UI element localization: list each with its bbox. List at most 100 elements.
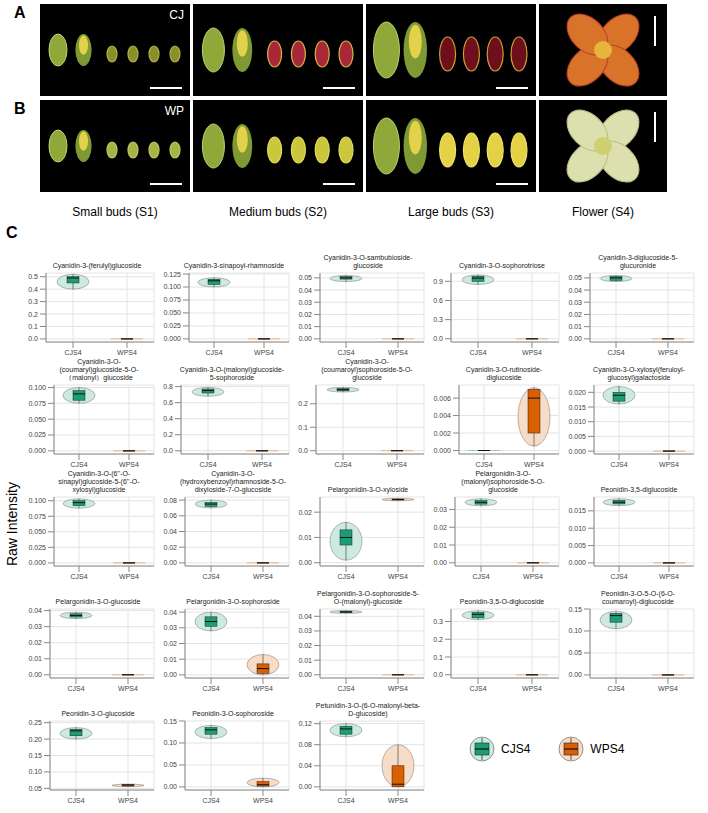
svg-text:0.01: 0.01 (298, 534, 312, 541)
svg-text:0.00: 0.00 (163, 559, 177, 566)
svg-text:0.2: 0.2 (298, 400, 308, 407)
svg-text:0.01: 0.01 (433, 542, 447, 549)
svg-text:Small buds (S1): Small buds (S1) (72, 205, 157, 219)
svg-text:0.00: 0.00 (568, 671, 582, 678)
svg-text:0.3: 0.3 (433, 618, 443, 625)
svg-text:CJS4: CJS4 (337, 797, 354, 804)
svg-text:0.1: 0.1 (433, 654, 443, 661)
svg-text:0.03: 0.03 (163, 624, 177, 631)
svg-text:0.0: 0.0 (433, 671, 443, 678)
svg-text:0.08: 0.08 (298, 741, 312, 748)
svg-text:0.00: 0.00 (298, 335, 312, 342)
svg-text:0.004: 0.004 (433, 412, 451, 419)
svg-text:0.05: 0.05 (163, 761, 177, 768)
svg-text:0.015: 0.015 (568, 507, 586, 514)
svg-text:0.20: 0.20 (28, 736, 42, 743)
svg-text:0.05: 0.05 (28, 785, 42, 792)
svg-text:0.15: 0.15 (568, 606, 582, 612)
svg-text:0.075: 0.075 (163, 296, 181, 303)
svg-text:0.050: 0.050 (28, 528, 46, 535)
svg-text:0.005: 0.005 (568, 433, 586, 440)
svg-text:0.025: 0.025 (28, 431, 46, 438)
svg-text:0.04: 0.04 (28, 607, 42, 614)
svg-text:0.02: 0.02 (28, 639, 42, 646)
svg-text:CJS4: CJS4 (469, 685, 486, 692)
svg-text:0.9: 0.9 (433, 278, 443, 285)
svg-text:CJS4: CJS4 (607, 685, 624, 692)
svg-text:Medium buds (S2): Medium buds (S2) (229, 205, 327, 219)
svg-text:0.015: 0.015 (568, 404, 586, 411)
svg-text:WPS4: WPS4 (388, 349, 408, 356)
svg-text:WPS4: WPS4 (388, 685, 408, 692)
svg-text:0.15: 0.15 (163, 718, 177, 724)
svg-text:0.02: 0.02 (298, 642, 312, 649)
svg-text:CJS4: CJS4 (334, 461, 351, 468)
svg-text:0.00: 0.00 (163, 671, 177, 678)
svg-text:WPS4: WPS4 (119, 573, 139, 580)
svg-text:0.8: 0.8 (163, 383, 173, 390)
svg-text:0.075: 0.075 (28, 513, 46, 520)
svg-text:0.4: 0.4 (163, 415, 173, 422)
svg-text:0.125: 0.125 (163, 271, 181, 278)
svg-text:0.03: 0.03 (28, 623, 42, 630)
svg-text:0.00: 0.00 (298, 559, 312, 566)
svg-text:0.02: 0.02 (433, 524, 447, 531)
svg-text:CJS4: CJS4 (67, 797, 84, 804)
svg-text:0.03: 0.03 (568, 299, 582, 306)
svg-text:CJS4: CJS4 (67, 685, 84, 692)
svg-text:0.000: 0.000 (28, 559, 46, 566)
svg-text:0.0: 0.0 (28, 335, 38, 342)
svg-text:0.0: 0.0 (433, 335, 443, 342)
svg-text:0.05: 0.05 (568, 649, 582, 656)
svg-text:0.12: 0.12 (298, 720, 312, 727)
svg-text:0.0: 0.0 (163, 447, 173, 454)
svg-text:WPS4: WPS4 (387, 461, 407, 468)
svg-text:CJS4: CJS4 (610, 461, 627, 468)
svg-text:0.02: 0.02 (163, 640, 177, 647)
svg-text:0.1: 0.1 (298, 424, 308, 431)
svg-text:0.04: 0.04 (163, 609, 177, 616)
svg-text:0.100: 0.100 (28, 497, 46, 504)
svg-text:0.0: 0.0 (298, 447, 308, 454)
svg-text:CJS4: CJS4 (337, 349, 354, 356)
svg-text:0.02: 0.02 (163, 544, 177, 551)
svg-text:0.02: 0.02 (568, 311, 582, 318)
svg-text:0.04: 0.04 (568, 287, 582, 294)
svg-text:0.2: 0.2 (433, 636, 443, 643)
svg-text:CJS4: CJS4 (337, 573, 354, 580)
svg-text:CJS4: CJS4 (607, 349, 624, 356)
svg-text:0.2: 0.2 (28, 311, 38, 318)
svg-text:0.00: 0.00 (28, 671, 42, 678)
svg-text:WPS4: WPS4 (118, 797, 138, 804)
svg-text:WPS4: WPS4 (118, 685, 138, 692)
svg-text:CJS4: CJS4 (205, 349, 222, 356)
svg-text:WPS4: WPS4 (659, 461, 679, 468)
svg-text:0.000: 0.000 (28, 447, 46, 454)
svg-text:0.01: 0.01 (568, 323, 582, 330)
svg-text:WPS4: WPS4 (253, 685, 273, 692)
svg-text:0.050: 0.050 (163, 309, 181, 316)
svg-text:0.03: 0.03 (298, 627, 312, 634)
svg-text:0.005: 0.005 (568, 542, 586, 549)
svg-text:0.03: 0.03 (433, 506, 447, 513)
svg-text:0.01: 0.01 (163, 656, 177, 663)
svg-text:0.4: 0.4 (28, 286, 38, 293)
svg-text:WPS4: WPS4 (522, 349, 542, 356)
svg-text:CJS4: CJS4 (610, 573, 627, 580)
svg-text:0.050: 0.050 (28, 416, 46, 423)
svg-text:WP: WP (165, 104, 184, 118)
svg-text:0.5: 0.5 (28, 273, 38, 280)
svg-text:CJS4: CJS4 (337, 685, 354, 692)
svg-text:0.020: 0.020 (568, 389, 586, 396)
svg-text:0.000: 0.000 (163, 335, 181, 342)
svg-text:0.6: 0.6 (163, 399, 173, 406)
svg-text:0.10: 0.10 (28, 768, 42, 775)
svg-text:0.02: 0.02 (298, 311, 312, 318)
svg-text:0.04: 0.04 (163, 528, 177, 535)
svg-text:WPS4: WPS4 (254, 349, 274, 356)
svg-text:0.025: 0.025 (28, 544, 46, 551)
svg-text:0.03: 0.03 (298, 299, 312, 306)
svg-text:0.1: 0.1 (28, 323, 38, 330)
svg-text:0.01: 0.01 (298, 657, 312, 664)
svg-text:0.6: 0.6 (433, 297, 443, 304)
